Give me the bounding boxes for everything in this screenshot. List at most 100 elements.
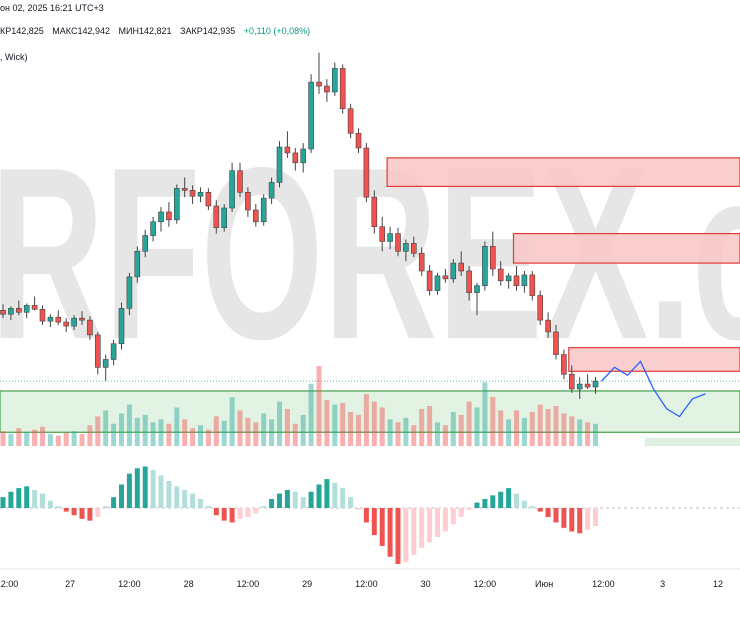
oscillator-bar-71 bbox=[561, 508, 566, 528]
header-low: МИН142,821 bbox=[119, 26, 172, 36]
oscillator-bar-34 bbox=[269, 499, 274, 508]
oscillator-bar-2 bbox=[16, 488, 21, 508]
oscillator-bar-57 bbox=[451, 508, 456, 524]
x-tick-label-10: 12:00 bbox=[592, 579, 615, 589]
oscillator-bar-0 bbox=[1, 497, 6, 508]
volume-bar-48 bbox=[380, 407, 385, 446]
volume-bar-12 bbox=[95, 416, 100, 446]
candle-body-14 bbox=[111, 344, 116, 360]
volume-bar-73 bbox=[577, 419, 582, 446]
volume-bar-71 bbox=[561, 413, 566, 446]
oscillator-bar-36 bbox=[285, 490, 290, 508]
oscillator-bar-68 bbox=[538, 508, 543, 512]
volume-bar-36 bbox=[285, 409, 290, 446]
volume-bar-72 bbox=[569, 416, 574, 446]
candle-body-30 bbox=[238, 171, 243, 193]
x-tick-label-9: Июн bbox=[535, 579, 553, 589]
candle-body-53 bbox=[419, 253, 424, 271]
oscillator-bar-29 bbox=[230, 508, 235, 522]
x-tick-label-2: 12:00 bbox=[118, 579, 141, 589]
demand-zone-3 bbox=[0, 391, 740, 432]
header-ohlc: КР142,825 МАКС142,942 МИН142,821 ЗАКР142… bbox=[0, 26, 316, 36]
header-style: , Wick) bbox=[0, 52, 34, 62]
oscillator-bar-43 bbox=[340, 488, 345, 508]
candle-body-2 bbox=[16, 308, 21, 312]
header-close: ЗАКР142,935 bbox=[180, 26, 235, 36]
volume-bar-45 bbox=[356, 415, 361, 446]
volume-bar-29 bbox=[230, 397, 235, 446]
candle-body-12 bbox=[95, 335, 100, 367]
x-tick-label-6: 12:00 bbox=[355, 579, 378, 589]
volume-bar-44 bbox=[348, 412, 353, 446]
header-datetime: он 02, 2025 16:21 UTC+3 bbox=[0, 3, 104, 13]
oscillator-bar-24 bbox=[190, 494, 195, 508]
candle-body-51 bbox=[403, 243, 408, 251]
oscillator-bar-22 bbox=[174, 486, 179, 508]
volume-bar-3 bbox=[24, 433, 29, 446]
oscillator-bar-64 bbox=[506, 488, 511, 508]
candle-body-43 bbox=[340, 68, 345, 108]
oscillator-bar-37 bbox=[293, 492, 298, 508]
candle-body-29 bbox=[230, 171, 235, 208]
oscillator-bar-33 bbox=[261, 506, 266, 508]
candle-body-50 bbox=[396, 234, 401, 252]
candle-body-48 bbox=[380, 227, 385, 242]
candle-body-28 bbox=[222, 208, 227, 228]
candle-body-33 bbox=[261, 198, 266, 222]
candle-body-15 bbox=[119, 308, 124, 343]
candle-body-74 bbox=[585, 384, 590, 387]
oscillator-bar-19 bbox=[151, 470, 156, 508]
oscillator-bar-66 bbox=[522, 501, 527, 508]
candle-body-27 bbox=[214, 206, 219, 228]
oscillator-bar-17 bbox=[135, 468, 140, 508]
volume-bar-49 bbox=[388, 419, 393, 446]
candle-body-44 bbox=[348, 109, 353, 134]
volume-bar-39 bbox=[309, 384, 314, 446]
oscillator-bar-55 bbox=[435, 508, 440, 537]
oscillator-bar-73 bbox=[577, 508, 582, 533]
header-high: МАКС142,942 bbox=[52, 26, 110, 36]
volume-bar-57 bbox=[451, 412, 456, 446]
oscillator-bar-58 bbox=[459, 508, 464, 517]
volume-bar-61 bbox=[482, 382, 487, 446]
oscillator-bar-26 bbox=[206, 506, 211, 508]
candle-body-3 bbox=[24, 305, 29, 312]
candle-body-36 bbox=[285, 147, 290, 153]
volume-bar-14 bbox=[111, 424, 116, 446]
volume-bar-27 bbox=[214, 416, 219, 446]
oscillator-bar-69 bbox=[546, 508, 551, 517]
candle-body-16 bbox=[127, 277, 132, 308]
volume-bar-67 bbox=[530, 412, 535, 446]
candle-body-13 bbox=[103, 359, 108, 367]
candle-body-72 bbox=[569, 374, 574, 389]
oscillator-bar-40 bbox=[317, 485, 322, 508]
candle-body-65 bbox=[514, 276, 519, 286]
oscillator-bar-38 bbox=[301, 497, 306, 508]
supply-zone-2 bbox=[569, 348, 740, 372]
oscillator-bar-5 bbox=[40, 494, 45, 508]
header-candle-style: , Wick) bbox=[0, 52, 28, 62]
candle-body-34 bbox=[269, 182, 274, 198]
candle-body-19 bbox=[151, 222, 156, 236]
oscillator-bar-75 bbox=[593, 508, 598, 526]
volume-bar-33 bbox=[261, 413, 266, 446]
oscillator-bar-52 bbox=[411, 508, 416, 555]
candle-body-24 bbox=[190, 190, 195, 196]
volume-bar-19 bbox=[151, 422, 156, 446]
candle-body-75 bbox=[593, 381, 598, 387]
oscillator-bar-21 bbox=[166, 481, 171, 508]
candle-body-40 bbox=[317, 82, 322, 86]
oscillator-bar-10 bbox=[80, 508, 85, 519]
volume-bar-58 bbox=[459, 415, 464, 446]
volume-bar-47 bbox=[372, 402, 377, 446]
oscillator-layer bbox=[0, 466, 740, 564]
oscillator-bar-45 bbox=[356, 508, 361, 510]
header-change: +0,110 (+0,08%) bbox=[244, 26, 310, 36]
volume-bar-21 bbox=[166, 424, 171, 446]
oscillator-bar-47 bbox=[372, 508, 377, 535]
time-axis: 12:002712:002812:002912:003012:00Июн12:0… bbox=[0, 569, 740, 589]
volume-bar-55 bbox=[435, 422, 440, 446]
candle-body-61 bbox=[482, 246, 487, 285]
